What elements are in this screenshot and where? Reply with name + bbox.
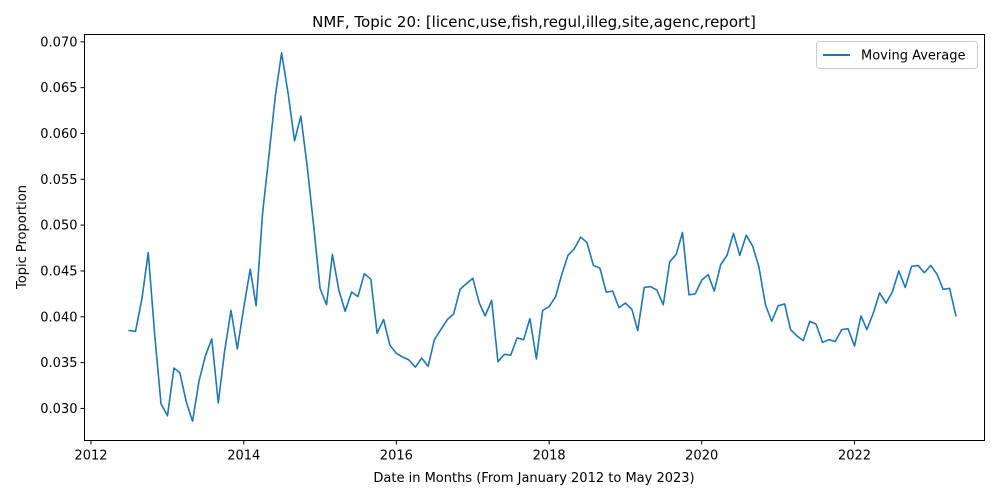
y-tick-label: 0.070	[40, 35, 77, 50]
x-tick-label: 2018	[533, 449, 566, 464]
y-axis-title: Topic Proportion	[15, 185, 30, 290]
legend-box	[816, 41, 978, 69]
y-tick-label: 0.065	[40, 81, 77, 96]
x-tick-label: 2014	[227, 449, 260, 464]
y-tick-label: 0.050	[40, 219, 77, 234]
legend-label: Moving Average	[861, 49, 965, 64]
legend: Moving Average	[816, 41, 978, 69]
y-tick-label: 0.030	[40, 402, 77, 417]
x-axis: 2012 2014 2016 2018 2020 2022	[74, 440, 871, 464]
y-tick-label: 0.035	[40, 356, 77, 371]
y-tick-label: 0.060	[40, 127, 77, 142]
series-layer	[128, 52, 957, 423]
series-line-0	[128, 52, 957, 423]
x-tick-label: 2020	[685, 449, 718, 464]
chart-title: NMF, Topic 20: [licenc,use,fish,regul,il…	[312, 13, 756, 31]
y-axis: 0.030 0.035 0.040 0.045 0.050 0.055 0.060 0.065…	[40, 35, 85, 417]
x-axis-title: Date in Months (From January 2012 to May…	[373, 471, 694, 486]
plot-frame	[84, 34, 985, 441]
y-tick-label: 0.040	[40, 310, 77, 325]
y-tick-label: 0.045	[40, 264, 77, 279]
x-tick-label: 2016	[380, 449, 413, 464]
x-tick-label: 2012	[74, 449, 107, 464]
x-tick-label: 2022	[838, 449, 871, 464]
y-tick-label: 0.055	[40, 173, 77, 188]
